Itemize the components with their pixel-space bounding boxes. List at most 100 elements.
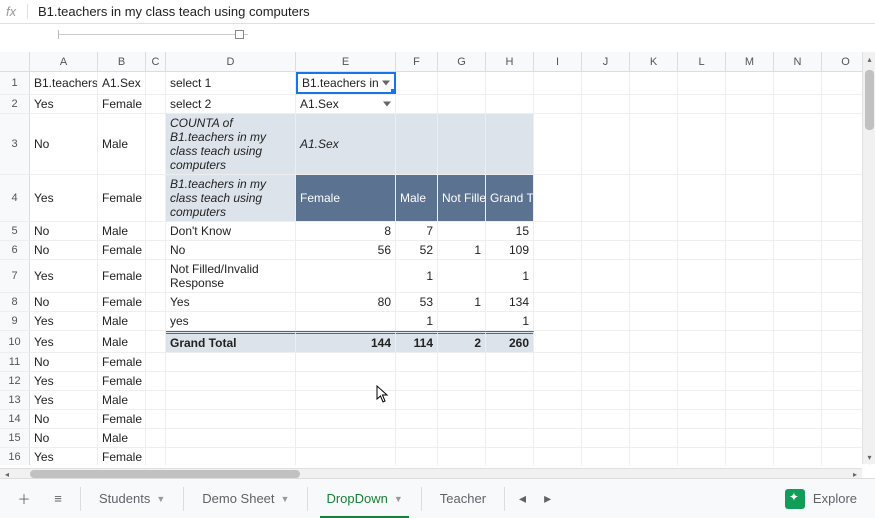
cell-C14[interactable] [146,410,166,428]
cell-D14[interactable] [166,410,296,428]
column-header-M[interactable]: M [726,52,774,71]
cell-D10[interactable]: Grand Total [166,331,296,352]
column-header-E[interactable]: E [296,52,396,71]
cell-L6[interactable] [678,241,726,259]
cell-E12[interactable] [296,372,396,390]
column-header-D[interactable]: D [166,52,296,71]
cell-A2[interactable]: Yes [30,95,98,113]
cell-L4[interactable] [678,175,726,221]
cell-C7[interactable] [146,260,166,292]
cell-N3[interactable] [774,114,822,174]
cell-K9[interactable] [630,312,678,330]
cell-H5[interactable]: 15 [486,222,534,240]
cell-C16[interactable] [146,448,166,465]
cell-B13[interactable]: Male [98,391,146,409]
cell-A12[interactable]: Yes [30,372,98,390]
cell-G14[interactable] [438,410,486,428]
cell-H14[interactable] [486,410,534,428]
cell-G1[interactable] [438,72,486,94]
cell-H9[interactable]: 1 [486,312,534,330]
all-sheets-button[interactable]: ≡ [44,485,72,513]
cell-I8[interactable] [534,293,582,311]
cell-N5[interactable] [774,222,822,240]
cell-M5[interactable] [726,222,774,240]
cell-A15[interactable]: No [30,429,98,447]
cell-G15[interactable] [438,429,486,447]
column-header-F[interactable]: F [396,52,438,71]
cell-D4[interactable]: B1.teachers in my class teach using comp… [166,175,296,221]
cell-D5[interactable]: Don't Know [166,222,296,240]
cell-E14[interactable] [296,410,396,428]
dropdown-arrow-icon[interactable] [383,102,391,107]
cell-A8[interactable]: No [30,293,98,311]
cell-B7[interactable]: Female [98,260,146,292]
cell-B5[interactable]: Male [98,222,146,240]
cell-E2[interactable]: A1.Sex [296,95,396,113]
cell-N15[interactable] [774,429,822,447]
cell-H13[interactable] [486,391,534,409]
cell-K1[interactable] [630,72,678,94]
row-header-11[interactable]: 11 [0,353,30,371]
cell-F13[interactable] [396,391,438,409]
cell-J1[interactable] [582,72,630,94]
cell-G9[interactable] [438,312,486,330]
sheet-tab-menu-icon[interactable]: ▼ [394,494,403,504]
cell-G7[interactable] [438,260,486,292]
column-header-I[interactable]: I [534,52,582,71]
cell-C6[interactable] [146,241,166,259]
cell-L14[interactable] [678,410,726,428]
cell-F11[interactable] [396,353,438,371]
horizontal-scroll-thumb[interactable] [30,470,300,478]
row-header-15[interactable]: 15 [0,429,30,447]
column-header-A[interactable]: A [30,52,98,71]
row-header-7[interactable]: 7 [0,260,30,292]
sheet-tab-menu-icon[interactable]: ▼ [156,494,165,504]
cell-G3[interactable] [438,114,486,174]
cell-C15[interactable] [146,429,166,447]
cell-H11[interactable] [486,353,534,371]
cell-A11[interactable]: No [30,353,98,371]
cell-E9[interactable] [296,312,396,330]
cell-G6[interactable]: 1 [438,241,486,259]
cell-I11[interactable] [534,353,582,371]
tab-next-arrow[interactable]: ▸ [544,490,551,507]
cell-C10[interactable] [146,331,166,352]
cell-D12[interactable] [166,372,296,390]
cell-L9[interactable] [678,312,726,330]
cell-K8[interactable] [630,293,678,311]
cell-E5[interactable]: 8 [296,222,396,240]
cell-D3[interactable]: COUNTA of B1.teachers in my class teach … [166,114,296,174]
cell-G8[interactable]: 1 [438,293,486,311]
cell-H7[interactable]: 1 [486,260,534,292]
cell-C11[interactable] [146,353,166,371]
cell-I2[interactable] [534,95,582,113]
cell-M8[interactable] [726,293,774,311]
cell-K15[interactable] [630,429,678,447]
cell-B6[interactable]: Female [98,241,146,259]
cell-H1[interactable] [486,72,534,94]
cell-A5[interactable]: No [30,222,98,240]
cell-D6[interactable]: No [166,241,296,259]
cell-A16[interactable]: Yes [30,448,98,465]
cell-J4[interactable] [582,175,630,221]
cell-D2[interactable]: select 2 [166,95,296,113]
cell-K5[interactable] [630,222,678,240]
cell-F2[interactable] [396,95,438,113]
cell-K10[interactable] [630,331,678,352]
cell-B4[interactable]: Female [98,175,146,221]
cell-C5[interactable] [146,222,166,240]
cell-N8[interactable] [774,293,822,311]
cell-F9[interactable]: 1 [396,312,438,330]
cell-D13[interactable] [166,391,296,409]
cell-A6[interactable]: No [30,241,98,259]
cell-N14[interactable] [774,410,822,428]
cell-L7[interactable] [678,260,726,292]
cell-I9[interactable] [534,312,582,330]
cell-H4[interactable]: Grand T [486,175,534,221]
cell-J10[interactable] [582,331,630,352]
cell-H10[interactable]: 260 [486,331,534,352]
cell-J3[interactable] [582,114,630,174]
cell-K16[interactable] [630,448,678,465]
cell-I3[interactable] [534,114,582,174]
cell-B16[interactable]: Female [98,448,146,465]
